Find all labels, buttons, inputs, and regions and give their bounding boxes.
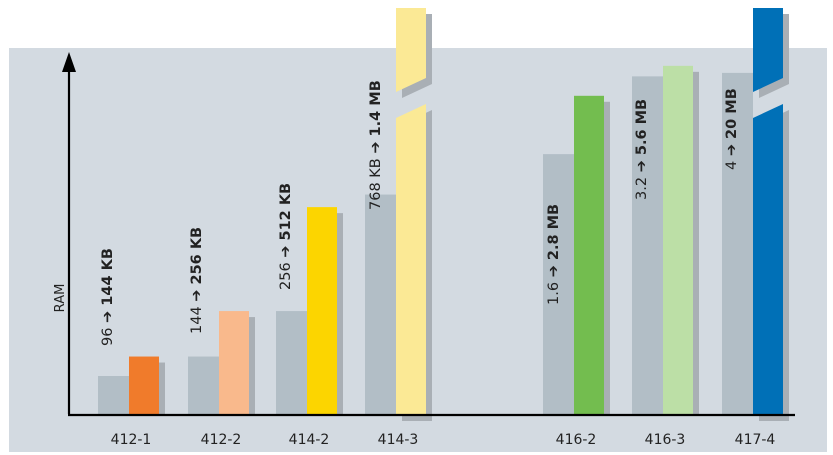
new-bar-416-2 [574, 95, 604, 416]
arrow-icon: ➔ [634, 155, 650, 172]
old-bar-416-3 [632, 76, 663, 416]
data-label-412-2: 144 ➔ 256 KB [189, 227, 205, 334]
data-label-old-417-4: 4 [724, 156, 740, 170]
old-bar-414-2 [276, 311, 307, 415]
data-label-new-416-3: 5.6 MB [634, 99, 650, 155]
tick-label-414-2: 414-2 [289, 432, 330, 448]
data-label-old-416-2: 1.6 [546, 277, 562, 305]
bar-group-416-2 [543, 95, 610, 416]
old-bar-414-3 [365, 194, 396, 415]
new-bar-upper-417-4 [753, 8, 783, 92]
bar-group-417-4 [722, 8, 789, 421]
new-bar-lower-414-3 [396, 104, 426, 415]
old-bar-416-2 [543, 154, 574, 415]
data-label-417-4: 4 ➔ 20 MB [724, 88, 740, 170]
arrow-icon: ➔ [368, 136, 384, 153]
arrow-icon: ➔ [100, 306, 116, 323]
bar-group-412-2 [188, 311, 255, 415]
data-label-new-414-2: 512 KB [278, 183, 294, 241]
tick-labels: 412-1 412-2 414-2 414-3 416-2 416-3 417-4 [111, 432, 776, 448]
tick-label-412-2: 412-2 [201, 432, 242, 448]
tick-label-417-4: 417-4 [735, 432, 776, 448]
tick-label-416-3: 416-3 [645, 432, 686, 448]
bars-layer [98, 8, 789, 421]
arrow-icon: ➔ [724, 139, 740, 156]
old-bar-412-2 [188, 356, 219, 415]
y-axis-label: RAM [53, 284, 68, 313]
data-labels: 96 ➔ 144 KB 144 ➔ 256 KB 256 ➔ 512 KB 768 K… [100, 80, 740, 346]
data-label-new-412-2: 256 KB [189, 227, 205, 285]
arrow-icon: ➔ [278, 241, 294, 258]
data-label-old-414-3: 768 KB [368, 154, 384, 210]
new-bar-lower-417-4 [753, 104, 783, 415]
new-bar-414-2 [307, 207, 337, 415]
new-bar-416-3 [663, 65, 693, 415]
data-label-new-417-4: 20 MB [724, 88, 740, 139]
data-label-new-416-2: 2.8 MB [546, 204, 562, 260]
data-label-old-412-2: 144 [189, 302, 205, 334]
tick-label-412-1: 412-1 [111, 432, 152, 448]
data-label-old-416-3: 3.2 [634, 172, 650, 200]
data-label-old-412-1: 96 [100, 323, 116, 346]
data-label-414-2: 256 ➔ 512 KB [278, 183, 294, 290]
new-bar-412-2 [219, 311, 249, 415]
old-bar-417-4 [722, 72, 753, 415]
data-label-new-414-3: 1.4 MB [368, 80, 384, 136]
data-label-new-412-1: 144 KB [100, 248, 116, 306]
new-bar-412-1 [129, 356, 159, 415]
bar-group-414-3 [365, 8, 432, 421]
data-label-416-2: 1.6 ➔ 2.8 MB [546, 204, 562, 305]
bar-group-414-2 [276, 207, 343, 415]
data-label-414-3: 768 KB ➔ 1.4 MB [368, 80, 384, 210]
arrow-icon: ➔ [546, 260, 562, 277]
axes-layer: RAM [53, 52, 795, 417]
arrow-icon: ➔ [189, 285, 205, 302]
data-label-416-3: 3.2 ➔ 5.6 MB [634, 99, 650, 200]
data-label-412-1: 96 ➔ 144 KB [100, 248, 116, 346]
bar-group-412-1 [98, 356, 165, 415]
new-bar-upper-414-3 [396, 8, 426, 92]
data-label-old-414-2: 256 [278, 258, 294, 290]
tick-label-414-3: 414-3 [378, 432, 419, 448]
tick-label-416-2: 416-2 [556, 432, 597, 448]
old-bar-412-1 [98, 376, 129, 415]
y-axis-arrow-icon [62, 52, 76, 72]
bar-group-416-3 [632, 65, 699, 416]
